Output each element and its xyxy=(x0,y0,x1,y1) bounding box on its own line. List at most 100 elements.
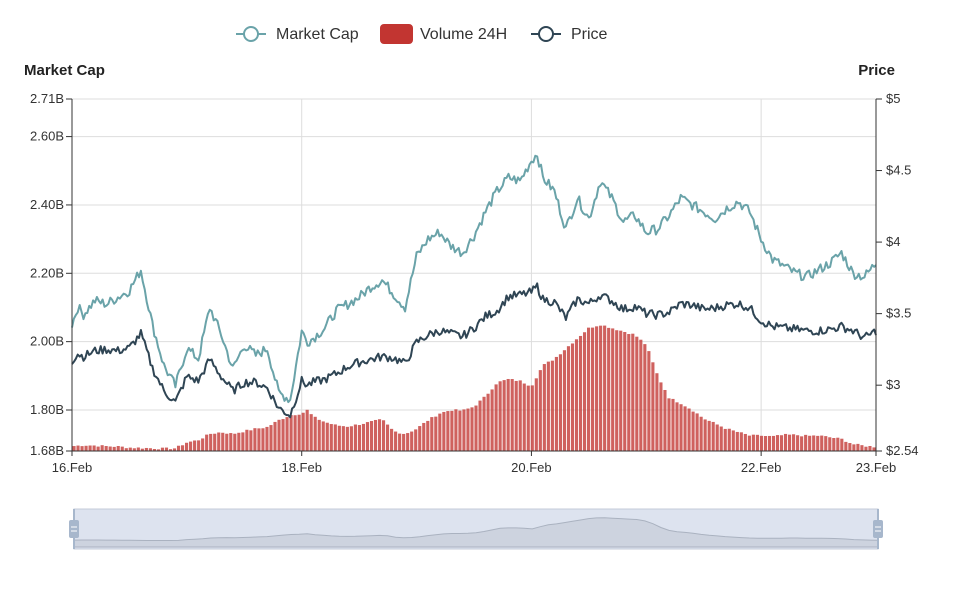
volume-bar xyxy=(627,334,631,451)
volume-bar xyxy=(494,384,498,451)
volume-bar xyxy=(470,407,474,451)
volume-bar xyxy=(168,449,173,451)
volume-bar xyxy=(554,356,558,451)
legend-price-circle-icon xyxy=(538,26,554,42)
right-tick-label: $3.5 xyxy=(886,306,911,321)
volume-bar xyxy=(695,413,699,451)
volume-bar xyxy=(783,433,788,451)
volume-bar xyxy=(104,446,108,451)
volume-bar xyxy=(249,430,253,451)
volume-bar xyxy=(474,405,478,451)
volume-bar xyxy=(277,419,281,451)
legend-item-volume[interactable]: Volume 24H xyxy=(380,24,507,44)
volume-bar xyxy=(574,339,579,451)
left-tick-label: 2.20B xyxy=(30,265,64,280)
volume-bar xyxy=(253,428,257,451)
volume-bar xyxy=(868,445,872,451)
volume-bar xyxy=(209,433,213,451)
volume-bar xyxy=(410,431,414,451)
volume-bar xyxy=(201,438,205,451)
volume-bar xyxy=(120,446,124,451)
volume-bar xyxy=(631,333,635,451)
volume-bars xyxy=(72,325,876,451)
volume-bar xyxy=(281,419,285,451)
legend-price-label: Price xyxy=(571,26,608,43)
data-zoom-left-handle[interactable] xyxy=(69,509,79,549)
volume-bar xyxy=(289,415,293,451)
volume-bar xyxy=(546,361,550,451)
volume-bar xyxy=(775,435,780,451)
volume-bar xyxy=(269,425,273,451)
volume-bar xyxy=(856,443,860,451)
data-zoom-right-handle[interactable] xyxy=(873,509,883,549)
volume-bar xyxy=(675,402,679,451)
volume-bar xyxy=(84,445,88,451)
volume-bar xyxy=(221,432,225,451)
volume-bar xyxy=(373,419,378,451)
legend-volume-swatch-icon xyxy=(380,24,413,44)
volume-bar xyxy=(655,373,659,451)
volume-bar xyxy=(824,436,828,451)
volume-bar xyxy=(345,426,349,451)
volume-bar xyxy=(808,435,812,451)
volume-bar xyxy=(140,448,144,451)
legend[interactable]: Market Cap Volume 24H Price xyxy=(236,24,608,44)
volume-bar xyxy=(800,436,804,451)
volume-bar xyxy=(237,432,241,451)
volume-bar xyxy=(723,428,727,451)
volume-bar xyxy=(558,354,562,451)
volume-bar xyxy=(233,433,237,451)
volume-bar xyxy=(699,416,703,451)
data-zoom-left-grip-icon[interactable] xyxy=(69,520,79,538)
volume-bar xyxy=(542,364,546,451)
volume-bar xyxy=(530,385,534,451)
legend-item-price[interactable]: Price xyxy=(531,26,608,43)
volume-bar xyxy=(711,421,715,451)
volume-bar xyxy=(788,434,792,451)
volume-bar xyxy=(293,415,297,451)
volume-bar xyxy=(152,448,156,451)
volume-bar xyxy=(771,435,776,451)
volume-bar xyxy=(607,327,611,451)
legend-item-market-cap[interactable]: Market Cap xyxy=(236,26,359,43)
volume-bar xyxy=(265,426,269,451)
volume-bar xyxy=(116,446,120,451)
volume-bar xyxy=(156,449,160,451)
volume-bar xyxy=(840,438,844,451)
volume-bar xyxy=(88,445,92,451)
volume-bar xyxy=(377,419,382,451)
data-zoom-slider[interactable] xyxy=(69,508,883,550)
volume-bar xyxy=(534,378,538,451)
left-tick-label: 2.00B xyxy=(30,334,64,349)
volume-bar xyxy=(100,445,104,451)
left-tick-label: 2.71B xyxy=(30,91,64,106)
volume-bar xyxy=(390,428,394,451)
volume-bar xyxy=(454,409,458,451)
volume-bar xyxy=(205,434,209,451)
volume-bar xyxy=(176,445,181,451)
volume-bar xyxy=(193,440,197,451)
volume-bar xyxy=(498,381,502,451)
data-zoom-right-grip-icon[interactable] xyxy=(873,520,883,538)
volume-bar xyxy=(313,416,317,451)
volume-bar xyxy=(442,411,446,451)
volume-bar xyxy=(148,448,152,451)
market-cap-line xyxy=(71,154,877,404)
volume-bar xyxy=(595,326,599,451)
volume-bar xyxy=(482,396,486,451)
volume-bar xyxy=(832,438,836,451)
volume-bar xyxy=(333,424,337,451)
volume-bar xyxy=(816,435,820,451)
volume-bar xyxy=(812,435,816,451)
volume-bar xyxy=(727,428,731,451)
volume-bar xyxy=(731,430,735,451)
volume-bar xyxy=(679,404,683,451)
volume-bar xyxy=(619,330,623,451)
volume-bar xyxy=(197,440,201,451)
volume-bar xyxy=(502,380,506,451)
volume-bar xyxy=(112,446,116,451)
volume-bar xyxy=(185,442,189,451)
volume-bar xyxy=(872,447,876,451)
volume-bar xyxy=(245,429,249,451)
volume-bar xyxy=(325,422,329,451)
